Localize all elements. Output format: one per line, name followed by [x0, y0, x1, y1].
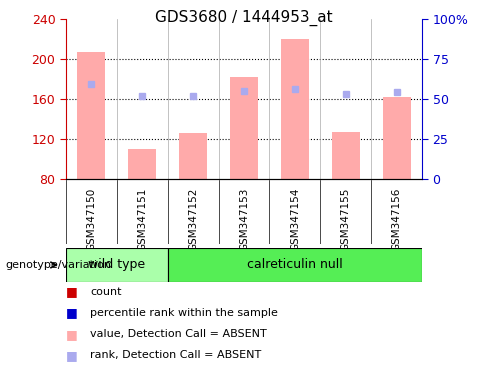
Text: GSM347151: GSM347151: [137, 188, 147, 252]
Text: ■: ■: [66, 328, 78, 341]
Bar: [77, 52, 105, 179]
Text: ■: ■: [66, 285, 78, 298]
Text: percentile rank within the sample: percentile rank within the sample: [90, 308, 278, 318]
Bar: [168, 248, 422, 282]
Text: rank, Detection Call = ABSENT: rank, Detection Call = ABSENT: [90, 350, 262, 360]
Bar: [281, 39, 309, 179]
Bar: [128, 149, 156, 179]
Bar: [383, 97, 411, 179]
Text: wild type: wild type: [88, 258, 145, 271]
Text: GSM347153: GSM347153: [239, 188, 249, 252]
Bar: [332, 132, 360, 179]
Text: value, Detection Call = ABSENT: value, Detection Call = ABSENT: [90, 329, 267, 339]
Text: GSM347150: GSM347150: [86, 188, 96, 252]
Text: GSM347156: GSM347156: [392, 188, 402, 252]
Bar: [230, 77, 258, 179]
Bar: [66, 248, 168, 282]
Text: GSM347154: GSM347154: [290, 188, 300, 252]
Text: ■: ■: [66, 349, 78, 362]
Text: GDS3680 / 1444953_at: GDS3680 / 1444953_at: [155, 10, 333, 26]
Text: calreticulin null: calreticulin null: [247, 258, 343, 271]
Text: genotype/variation: genotype/variation: [5, 260, 111, 270]
Text: count: count: [90, 287, 122, 297]
Text: GSM347155: GSM347155: [341, 188, 351, 252]
Bar: [179, 133, 207, 179]
Text: GSM347152: GSM347152: [188, 188, 198, 252]
Text: ■: ■: [66, 306, 78, 319]
